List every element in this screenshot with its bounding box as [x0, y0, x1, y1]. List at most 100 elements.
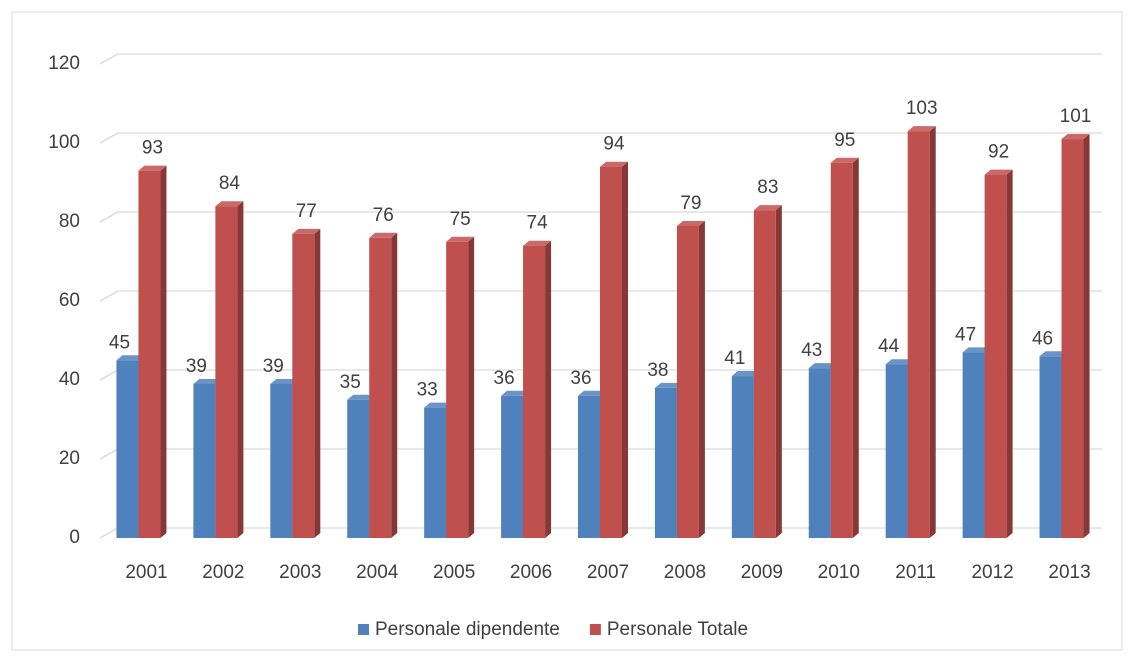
bar-top	[676, 220, 705, 226]
legend-swatch	[358, 624, 369, 635]
y-tick-label: 20	[59, 448, 80, 469]
bar	[501, 395, 524, 538]
data-label: 92	[988, 142, 1009, 163]
bar	[1039, 356, 1062, 538]
bar-top	[347, 394, 376, 400]
bar-side	[1083, 134, 1090, 539]
data-label: 93	[142, 138, 163, 159]
y-tick-label: 0	[69, 527, 80, 548]
bar-side	[929, 126, 936, 539]
bar	[808, 368, 831, 538]
bar	[215, 206, 238, 538]
bar-top	[292, 228, 321, 234]
bar	[138, 170, 161, 538]
legend-label: Personale Totale	[607, 619, 748, 640]
bar-top	[369, 232, 398, 238]
bar-top	[830, 157, 859, 163]
grid-line-floor	[99, 290, 119, 302]
bar	[292, 233, 315, 538]
bar-top	[654, 382, 683, 388]
bar	[907, 131, 930, 538]
bar-side	[775, 205, 782, 538]
bar-top	[193, 378, 222, 384]
grid-line-floor	[99, 53, 119, 65]
data-label: 45	[109, 332, 130, 353]
x-tick-label: 2002	[202, 562, 244, 583]
x-tick-label: 2007	[587, 562, 629, 583]
data-label: 101	[1060, 106, 1092, 127]
bar-side	[237, 201, 244, 538]
x-tick-label: 2012	[971, 562, 1013, 583]
grid-line-floor	[99, 448, 119, 460]
y-tick-label: 60	[59, 290, 80, 311]
bar-top	[808, 363, 837, 369]
y-tick-label: 120	[48, 53, 80, 74]
x-tick-label: 2005	[433, 562, 475, 583]
data-label: 95	[834, 130, 855, 151]
bar	[984, 174, 1007, 538]
data-label: 74	[527, 213, 549, 234]
data-label: 43	[801, 340, 822, 361]
bar-top	[962, 347, 991, 353]
y-tick-label: 100	[48, 132, 80, 153]
bar	[830, 162, 853, 538]
data-label: 35	[340, 372, 361, 393]
data-label: 36	[570, 368, 591, 389]
y-tick-label: 40	[59, 369, 80, 390]
bar-top	[270, 378, 299, 384]
data-label: 38	[647, 360, 668, 381]
x-tick-label: 2010	[818, 562, 860, 583]
x-tick-label: 2013	[1048, 562, 1090, 583]
bar	[270, 383, 293, 538]
bar-top	[731, 371, 760, 377]
bar-top	[116, 355, 145, 361]
bar-side	[698, 220, 705, 538]
bar	[753, 210, 776, 538]
bar-top	[907, 126, 936, 132]
bar-top	[523, 240, 552, 246]
bar-side	[622, 161, 628, 538]
x-tick-label: 2006	[510, 562, 552, 583]
data-label: 77	[296, 201, 317, 222]
y-tick-label: 80	[59, 211, 80, 232]
data-label: 103	[906, 98, 938, 119]
bar	[116, 360, 139, 538]
bar-top	[424, 402, 453, 408]
legend-label: Personale dipendente	[375, 619, 560, 640]
data-label: 39	[186, 356, 207, 377]
bar-side	[160, 165, 167, 538]
bar-top	[984, 169, 1013, 175]
bar-side	[391, 232, 398, 539]
bar-top	[501, 390, 530, 396]
bar-side	[545, 240, 552, 538]
bar	[654, 387, 677, 538]
bar-side	[1006, 169, 1013, 538]
data-label: 47	[955, 324, 976, 345]
legend-swatch	[589, 624, 601, 635]
data-label: 44	[878, 336, 900, 357]
bar	[446, 241, 469, 538]
x-tick-label: 2011	[895, 562, 936, 583]
x-tick-label: 2009	[741, 562, 783, 583]
grid-line-floor	[99, 527, 119, 539]
data-label: 41	[724, 348, 745, 369]
grid-line-floor	[99, 132, 119, 144]
x-tick-label: 2001	[125, 562, 167, 583]
x-tick-label: 2008	[664, 562, 706, 583]
bar	[731, 376, 754, 538]
bar-top	[600, 161, 628, 167]
bar	[676, 225, 699, 538]
grid-line-floor	[99, 211, 119, 223]
data-label: 36	[494, 368, 515, 389]
bar	[600, 166, 622, 538]
x-tick-label: 2004	[356, 562, 399, 583]
data-label: 83	[757, 177, 778, 198]
bar-top	[753, 205, 782, 211]
bar-top	[1061, 134, 1090, 140]
x-tick-label: 2003	[279, 562, 321, 583]
bar	[885, 364, 908, 538]
bar-top	[446, 236, 475, 242]
bar-side	[852, 157, 859, 538]
data-label: 33	[417, 380, 438, 401]
